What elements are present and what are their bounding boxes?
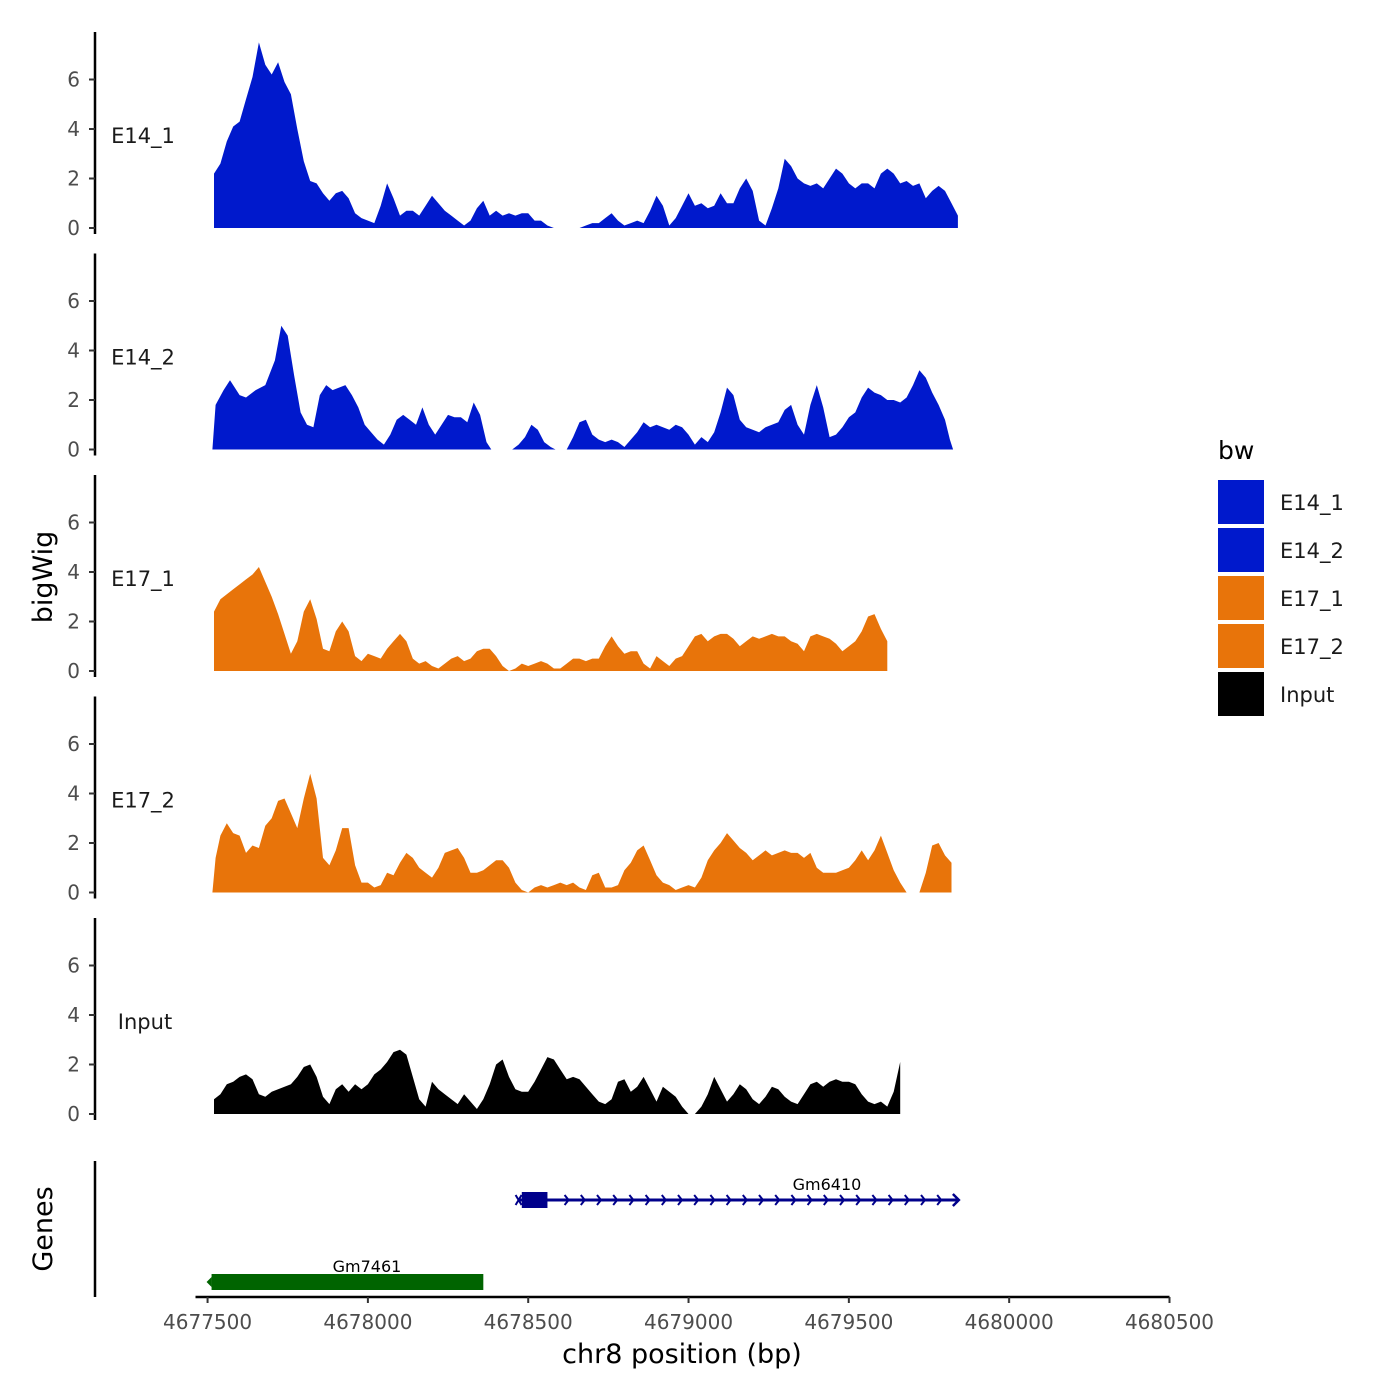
strand-arrow bbox=[855, 1194, 862, 1206]
strand-arrow bbox=[628, 1194, 635, 1206]
y-tick-label: 2 bbox=[67, 610, 80, 634]
y-tick-label: 6 bbox=[67, 954, 80, 978]
strand-arrow bbox=[887, 1194, 894, 1206]
legend-label: Input bbox=[1280, 683, 1334, 707]
area-E14_2 bbox=[212, 325, 954, 450]
y-tick-label: 4 bbox=[67, 560, 80, 584]
strand-arrow bbox=[823, 1194, 830, 1206]
y-tick-label: 6 bbox=[67, 732, 80, 756]
strand-arrow bbox=[742, 1194, 749, 1206]
strand-arrow bbox=[725, 1194, 732, 1206]
strand-arrow bbox=[677, 1194, 684, 1206]
y-tick-label: 2 bbox=[67, 167, 80, 191]
x-tick-label: 4679000 bbox=[644, 1310, 733, 1334]
x-tick-label: 4680000 bbox=[965, 1310, 1054, 1334]
gene-label: Gm6410 bbox=[793, 1175, 862, 1194]
strand-arrow bbox=[871, 1194, 878, 1206]
legend-label: E14_2 bbox=[1280, 539, 1344, 564]
y-tick-label: 6 bbox=[67, 68, 80, 92]
y-axis-title: bigWig bbox=[28, 531, 59, 624]
y-tick-label: 4 bbox=[67, 117, 80, 141]
strand-arrow bbox=[790, 1194, 797, 1206]
strand-arrow bbox=[661, 1194, 668, 1206]
genes-axis-title: Genes bbox=[28, 1186, 59, 1271]
legend-swatch bbox=[1218, 480, 1264, 524]
strand-arrow bbox=[514, 1194, 523, 1206]
strand-arrow bbox=[644, 1194, 651, 1206]
x-tick-label: 4677500 bbox=[163, 1310, 252, 1334]
exon-Gm7461 bbox=[211, 1274, 484, 1290]
strand-arrow bbox=[920, 1194, 927, 1206]
y-tick-label: 2 bbox=[67, 831, 80, 855]
x-tick-label: 4679500 bbox=[804, 1310, 893, 1334]
area-E14_1 bbox=[214, 42, 958, 229]
legend-title: bw bbox=[1218, 436, 1254, 465]
area-E17_2 bbox=[212, 773, 952, 893]
y-tick-label: 4 bbox=[67, 782, 80, 806]
y-tick-label: 0 bbox=[67, 1102, 80, 1126]
gene-label: Gm7461 bbox=[333, 1257, 402, 1276]
y-tick-label: 2 bbox=[67, 1053, 80, 1077]
strand-arrow bbox=[806, 1194, 813, 1206]
y-tick-label: 4 bbox=[67, 339, 80, 363]
track-label: E17_2 bbox=[111, 789, 175, 814]
strand-arrow bbox=[612, 1194, 619, 1206]
y-tick-label: 4 bbox=[67, 1003, 80, 1027]
strand-arrow bbox=[580, 1194, 587, 1206]
strand-arrow bbox=[774, 1194, 781, 1206]
track-label: E17_1 bbox=[111, 567, 175, 592]
legend-label: E17_1 bbox=[1280, 587, 1344, 612]
strand-arrow bbox=[206, 1277, 212, 1287]
strand-arrow bbox=[904, 1194, 911, 1206]
strand-arrow bbox=[936, 1194, 943, 1206]
strand-arrow bbox=[951, 1193, 961, 1207]
legend-label: E17_2 bbox=[1280, 635, 1344, 660]
y-tick-label: 6 bbox=[67, 289, 80, 313]
track-label: E14_1 bbox=[111, 124, 175, 149]
y-tick-label: 0 bbox=[67, 438, 80, 462]
strand-arrow bbox=[563, 1194, 570, 1206]
x-axis-title: chr8 position (bp) bbox=[562, 1339, 802, 1370]
exon-Gm6410 bbox=[521, 1192, 548, 1208]
legend-swatch bbox=[1218, 576, 1264, 620]
track-label: Input bbox=[118, 1010, 172, 1034]
y-tick-label: 6 bbox=[67, 511, 80, 535]
strand-arrow bbox=[693, 1194, 700, 1206]
x-tick-label: 4678000 bbox=[323, 1310, 412, 1334]
x-tick-label: 4678500 bbox=[484, 1310, 573, 1334]
track-label: E14_2 bbox=[111, 346, 175, 371]
strand-arrow bbox=[596, 1194, 603, 1206]
y-tick-label: 0 bbox=[67, 659, 80, 683]
y-tick-label: 2 bbox=[67, 388, 80, 412]
legend-label: E14_1 bbox=[1280, 491, 1344, 516]
y-tick-label: 0 bbox=[67, 881, 80, 905]
strand-arrow bbox=[758, 1194, 765, 1206]
strand-arrow bbox=[709, 1194, 716, 1206]
strand-arrow bbox=[839, 1194, 846, 1206]
legend-swatch bbox=[1218, 624, 1264, 668]
legend-swatch bbox=[1218, 672, 1264, 716]
area-Input bbox=[214, 1049, 901, 1114]
area-E17_1 bbox=[214, 567, 888, 671]
legend-swatch bbox=[1218, 528, 1264, 572]
x-tick-label: 4680500 bbox=[1125, 1310, 1214, 1334]
y-tick-label: 0 bbox=[67, 216, 80, 240]
